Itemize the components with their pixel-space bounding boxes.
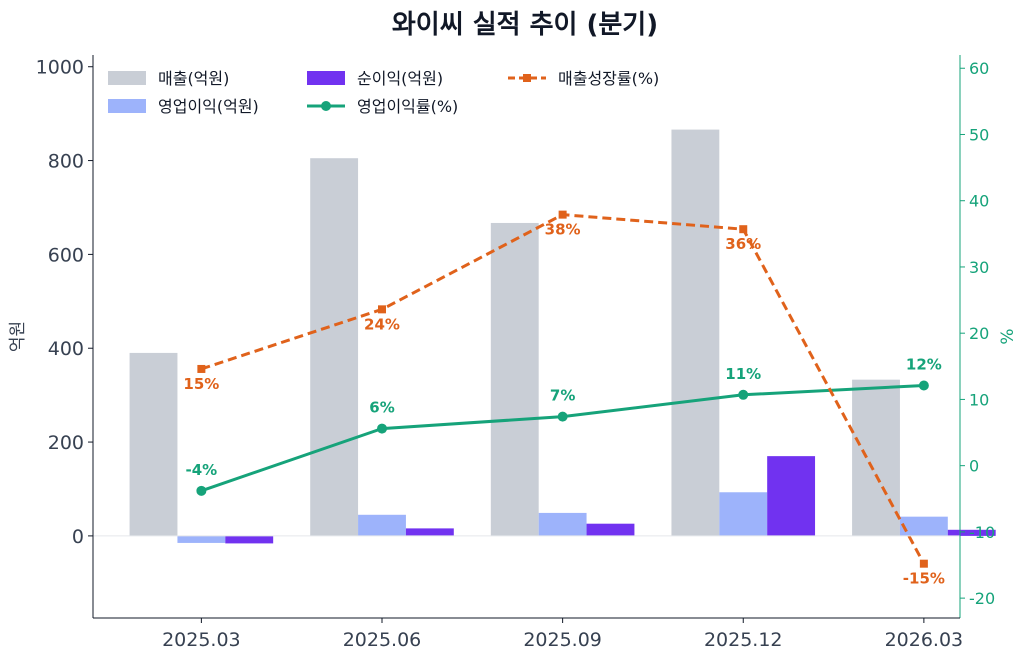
x-tick-label-2025.09: 2025.09 xyxy=(523,629,602,651)
y2-axis-label: % xyxy=(998,328,1018,344)
legend-swatch-2 xyxy=(108,99,146,113)
bar-3-2025.03 xyxy=(225,535,274,544)
y-tick-label-200: 200 xyxy=(48,432,84,454)
bar-1-2025.09 xyxy=(490,222,539,536)
legend-swatch-1 xyxy=(108,71,146,85)
lines-layer: -4% 6% 7% 11% 12% 15% 24% 38% 36% -15% xyxy=(183,210,945,588)
legend: 매출(억원) 영업이익(억원) 순이익(억원) 영업이익률(%) 매출성장률(%) xyxy=(108,69,659,116)
bar-3-2026.03 xyxy=(947,529,996,536)
data-label-1-2025.03: -4% xyxy=(186,461,218,479)
line-2-point-2025.03 xyxy=(197,364,206,373)
y2-tick-label-50: 50 xyxy=(969,125,989,144)
data-label-1-2026.03: 12% xyxy=(906,356,942,374)
y-tick-label-0: 0 xyxy=(72,526,84,548)
x-tick-label-2025.03: 2025.03 xyxy=(162,629,241,651)
bar-1-2026.03 xyxy=(852,379,900,536)
bars-layer xyxy=(129,129,996,544)
y2-tick-label-10: 10 xyxy=(969,390,989,409)
data-label-2-2025.09: 38% xyxy=(545,221,581,239)
y-axis-label: 억원 xyxy=(8,321,28,352)
bar-2-2025.09 xyxy=(538,512,587,536)
line-2-point-2025.12 xyxy=(739,225,748,234)
line-1-point-2025.09 xyxy=(557,411,568,422)
bar-2-2025.12 xyxy=(719,492,768,536)
bar-3-2025.06 xyxy=(405,528,454,536)
y-tick-label-600: 600 xyxy=(48,244,84,266)
data-label-2-2025.12: 36% xyxy=(725,235,761,253)
x-tick-label-2025.12: 2025.12 xyxy=(704,629,783,651)
data-label-2-2025.03: 15% xyxy=(183,375,219,393)
bar-1-2025.03 xyxy=(129,352,178,536)
line-1-point-2025.06 xyxy=(377,423,387,434)
y-tick-label-1000: 1000 xyxy=(36,57,84,79)
y2-tick-label-40: 40 xyxy=(969,192,989,211)
chart-title: 와이씨 실적 추이 (분기) xyxy=(392,10,658,40)
data-label-2-2026.03: -15% xyxy=(903,570,945,588)
y2-tick-label--20: -20 xyxy=(969,589,995,608)
y2-tick-label-0: 0 xyxy=(969,457,979,476)
bar-1-2025.12 xyxy=(671,129,720,536)
legend-marker-4 xyxy=(321,101,331,111)
x-tick-label-2026.03: 2026.03 xyxy=(885,629,964,651)
legend-marker-5 xyxy=(523,74,531,82)
y-tick-label-400: 400 xyxy=(48,338,84,360)
line-1-point-2025.12 xyxy=(738,389,749,400)
y2-tick-label--10: -10 xyxy=(969,523,995,542)
legend-label-1: 매출(억원) xyxy=(158,69,229,88)
axes-layer: 0 200 400 600 800 1000 -20 -10 0 10 20 30 40 50 60 2025… xyxy=(36,55,995,651)
bar-2-2025.06 xyxy=(358,514,406,536)
data-label-1-2025.06: 6% xyxy=(369,399,394,417)
legend-label-4: 영업이익률(%) xyxy=(357,97,458,116)
bar-2-2025.03 xyxy=(177,535,226,543)
x-tick-label-2025.06: 2025.06 xyxy=(343,629,422,651)
y2-tick-label-60: 60 xyxy=(969,59,989,78)
bar-3-2025.09 xyxy=(586,523,635,536)
legend-label-3: 순이익(억원) xyxy=(357,69,443,88)
legend-label-5: 매출성장률(%) xyxy=(558,69,659,88)
line-2-point-2025.06 xyxy=(378,305,386,314)
line-2-point-2025.09 xyxy=(558,210,567,219)
line-1-point-2026.03 xyxy=(918,380,929,391)
bar-2-2026.03 xyxy=(899,516,948,536)
y2-tick-label-20: 20 xyxy=(969,324,989,343)
y2-tick-label-30: 30 xyxy=(969,258,989,277)
legend-swatch-3 xyxy=(307,71,345,85)
y-tick-label-800: 800 xyxy=(48,151,84,173)
data-label-1-2025.09: 7% xyxy=(550,387,575,405)
legend-label-2: 영업이익(억원) xyxy=(158,97,259,116)
bar-1-2025.06 xyxy=(310,158,359,536)
line-2-point-2026.03 xyxy=(919,559,928,568)
data-label-2-2025.06: 24% xyxy=(364,315,400,333)
line-1-point-2025.03 xyxy=(196,485,207,496)
bar-3-2025.12 xyxy=(767,456,816,536)
data-label-1-2025.12: 11% xyxy=(725,365,761,383)
